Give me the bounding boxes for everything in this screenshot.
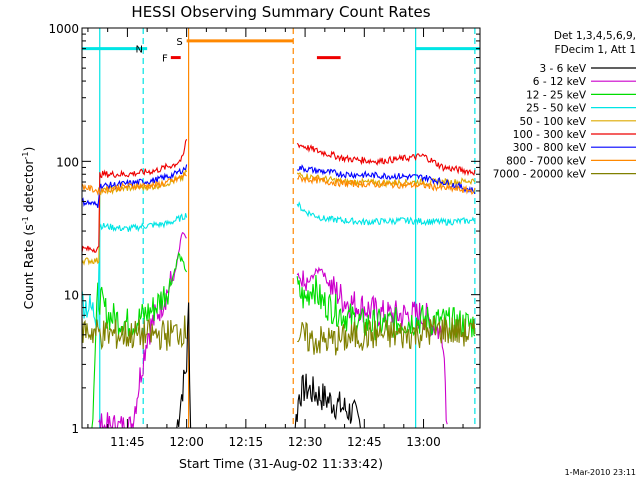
chart-title: HESSI Observing Summary Count Rates <box>131 3 430 21</box>
legend-label-0: 3 - 6 keV <box>539 63 586 75</box>
x-axis-label: Start Time (31-Aug-02 11:33:42) <box>179 456 383 471</box>
series-line-3-seg-1 <box>296 201 476 227</box>
series-line-5-seg-0 <box>81 138 188 253</box>
legend-header-line-1: Det 1,3,4,5,6,9, <box>554 30 636 42</box>
x-tick-label-5: 13:00 <box>406 435 441 449</box>
series-layer <box>81 138 476 429</box>
y-axis-label-end: ) <box>21 147 36 152</box>
y-tick-label-0: 1 <box>71 422 79 436</box>
series-line-1-seg-1 <box>296 266 448 425</box>
series-line-2-seg-0 <box>91 251 188 429</box>
series-line-7-seg-0 <box>81 171 187 196</box>
series-line-8-seg-0 <box>81 315 187 351</box>
series-line-3-seg-0 <box>81 213 188 328</box>
series-line-0-seg-0 <box>176 302 192 429</box>
series-line-0-seg-1 <box>294 373 365 429</box>
legend: Det 1,3,4,5,6,9, FDecim 1, Att 1 3 - 6 k… <box>493 30 636 181</box>
series-line-4-seg-1 <box>296 172 476 189</box>
series-line-8-seg-1 <box>297 316 476 356</box>
vertical-time-markers <box>99 28 476 428</box>
series-line-5-seg-1 <box>296 142 476 177</box>
y-axis-label-sup1: -1 <box>21 216 30 224</box>
x-tick-label-3: 12:30 <box>288 435 323 449</box>
legend-label-7: 800 - 7000 keV <box>506 155 587 167</box>
series-line-7-seg-1 <box>297 173 476 195</box>
attenuator-label-F: F <box>162 54 168 65</box>
attenuator-label-S: S <box>176 37 182 48</box>
legend-label-4: 50 - 100 keV <box>519 116 586 128</box>
y-tick-label-2: 100 <box>56 155 79 169</box>
footer-timestamp: 1-Mar-2010 23:11 <box>565 468 636 477</box>
y-axis-label-sup2: -1 <box>21 152 30 160</box>
x-axis-ticks: 11:45 12:00 12:15 12:30 12:45 13:00 <box>87 28 464 449</box>
y-axis-label-mid: detector <box>21 159 36 217</box>
y-axis-label: Count Rate (s-1 detector-1) <box>21 147 36 310</box>
x-tick-label-1: 12:00 <box>169 435 204 449</box>
series-line-2-seg-1 <box>296 274 476 341</box>
attenuator-state-layer: SF N <box>82 37 480 65</box>
attenuator-label-N: N <box>136 45 143 56</box>
legend-header-line-2: FDecim 1, Att 1 <box>555 44 636 56</box>
x-tick-label-0: 11:45 <box>110 435 145 449</box>
legend-label-8: 7000 - 20000 keV <box>493 169 587 181</box>
legend-label-2: 12 - 25 keV <box>526 89 587 101</box>
legend-label-6: 300 - 800 keV <box>513 142 587 154</box>
y-tick-label-1: 10 <box>64 289 79 303</box>
legend-label-3: 25 - 50 keV <box>526 103 587 115</box>
y-axis-label-main: Count Rate (s <box>21 224 36 309</box>
x-tick-label-2: 12:15 <box>229 435 264 449</box>
legend-label-5: 100 - 300 keV <box>513 129 587 141</box>
x-tick-label-4: 12:45 <box>347 435 382 449</box>
y-axis-ticks: 1 10 100 1000 <box>48 22 480 436</box>
legend-label-1: 6 - 12 keV <box>533 76 587 88</box>
plot-frame <box>81 27 481 429</box>
y-tick-label-3: 1000 <box>48 22 79 36</box>
series-line-6-seg-1 <box>296 164 476 195</box>
